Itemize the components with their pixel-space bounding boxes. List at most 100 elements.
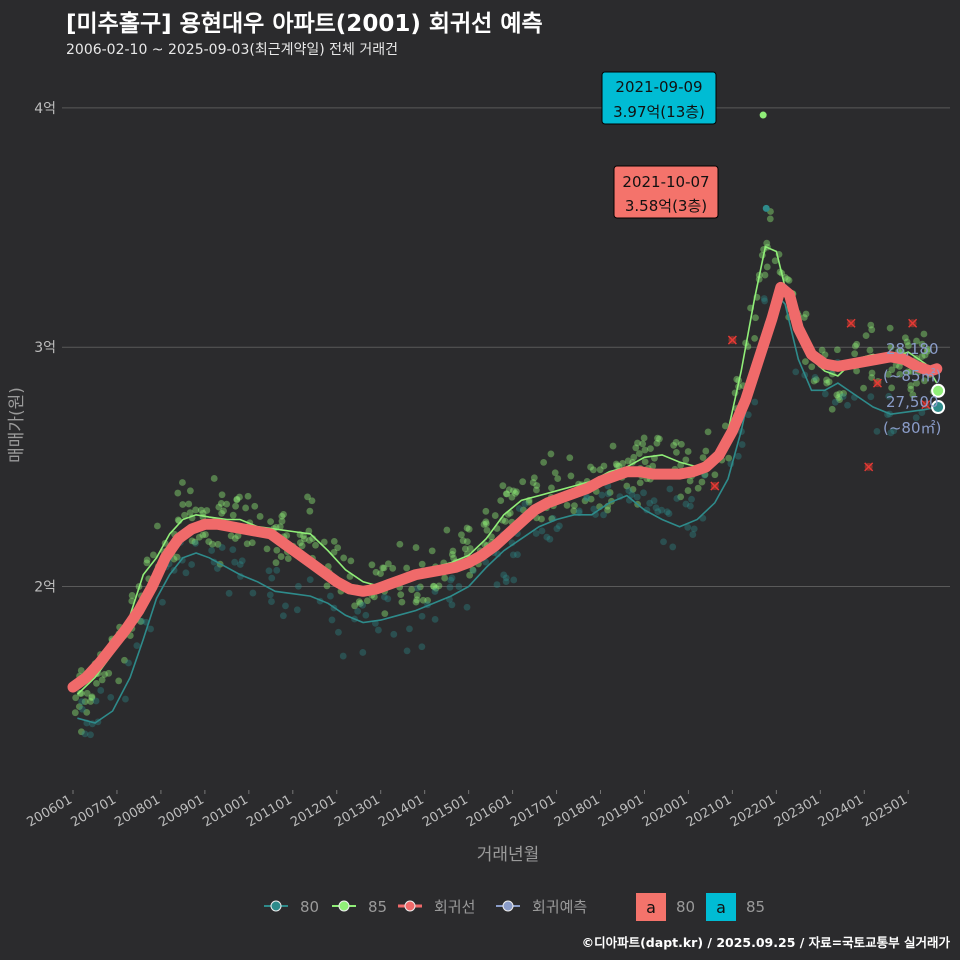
transaction-dot: [88, 693, 96, 701]
cancelled-x-icon: [921, 400, 931, 410]
transaction-dot: [519, 478, 527, 486]
transaction-dot: [482, 520, 490, 528]
transaction-dot: [374, 626, 382, 634]
transaction-dot: [447, 576, 455, 584]
transaction-dot: [923, 347, 931, 355]
transaction-dot: [298, 542, 306, 550]
legend-item-regression: 회귀선: [398, 898, 475, 916]
cancelled-x-icon: [872, 378, 882, 388]
transaction-dot: [384, 595, 392, 603]
transaction-dot: [641, 458, 649, 466]
transaction-dot: [630, 453, 638, 461]
transaction-dot: [596, 466, 604, 474]
transaction-dot: [851, 342, 859, 350]
transaction-dot: [509, 487, 517, 495]
transaction-dot: [771, 257, 779, 265]
transaction-dot: [372, 568, 380, 576]
transaction-dot: [546, 535, 554, 543]
transaction-dot: [306, 536, 313, 544]
max80-price: 3.58억(3층): [625, 197, 707, 215]
transaction-dot: [792, 368, 800, 376]
transaction-dot: [121, 656, 128, 664]
transaction-dot: [448, 601, 456, 609]
transaction-dot: [515, 505, 523, 512]
transaction-dot: [101, 671, 109, 678]
transaction-dot: [543, 533, 551, 541]
transaction-dot: [418, 560, 426, 568]
transaction-dot: [624, 457, 632, 465]
transaction-dot: [699, 454, 707, 461]
transaction-dot: [555, 522, 563, 530]
transaction-dot: [418, 643, 426, 651]
transaction-dot: [330, 537, 338, 545]
legend-item-85: 85: [332, 898, 387, 916]
transaction-dot: [463, 524, 471, 532]
transaction-dot: [83, 689, 91, 697]
transaction-dot: [229, 511, 237, 519]
transaction-dot: [430, 582, 437, 590]
transaction-dot: [886, 324, 894, 332]
transaction-dot: [665, 510, 673, 517]
transaction-dot: [913, 379, 920, 387]
transaction-dot: [458, 531, 465, 539]
transaction-dot: [785, 276, 793, 284]
transaction-dot: [860, 384, 867, 392]
transaction-dot: [218, 509, 226, 517]
transaction-dot: [904, 368, 912, 376]
transaction-dot: [885, 392, 893, 400]
transaction-dot: [530, 474, 538, 482]
transaction-dot: [431, 588, 439, 595]
transaction-dot: [284, 555, 292, 562]
transaction-dot: [480, 521, 488, 528]
transaction-dot: [191, 538, 199, 546]
transaction-dot: [670, 441, 678, 449]
legend-labelbox-80: a 80: [636, 893, 695, 921]
transaction-dot: [823, 376, 830, 384]
transaction-dot: [513, 488, 520, 496]
y-axis: 2억 3억 4억: [34, 101, 56, 596]
transaction-dot: [347, 557, 355, 565]
transaction-dot: [525, 498, 533, 506]
transaction-dot: [463, 538, 471, 546]
transaction-dot: [760, 295, 768, 302]
transaction-dot: [406, 625, 413, 633]
transaction-dot: [639, 440, 647, 448]
transaction-dot: [256, 513, 264, 520]
transaction-dot: [320, 538, 328, 546]
transaction-dot: [612, 460, 620, 468]
transaction-dot: [649, 462, 657, 470]
transaction-dot: [566, 454, 574, 462]
transaction-dot: [351, 602, 359, 610]
transaction-dot: [214, 540, 222, 548]
transaction-dot: [704, 428, 712, 436]
transaction-dot: [379, 564, 387, 572]
transaction-dot: [532, 530, 540, 537]
transaction-dot: [213, 565, 221, 572]
transaction-dot: [867, 321, 875, 329]
transaction-dot: [912, 414, 920, 422]
transaction-dot: [763, 263, 771, 271]
x-tick-label-17: 202301: [772, 792, 822, 830]
max85-price: 3.97억(13층): [613, 103, 705, 121]
transaction-dot: [87, 731, 94, 739]
red-line-dot-icon: [404, 900, 416, 912]
transaction-dot: [509, 551, 517, 559]
transaction-dot: [581, 497, 589, 505]
transaction-dot: [218, 544, 226, 551]
transaction-dot: [208, 547, 216, 554]
transaction-dot: [179, 479, 186, 486]
transaction-dot: [185, 500, 193, 508]
transaction-dot: [192, 506, 200, 514]
transaction-dot: [812, 376, 820, 384]
transaction-dot: [368, 561, 376, 569]
transaction-dot: [278, 512, 286, 520]
transaction-dot: [909, 391, 917, 399]
transaction-dot: [533, 486, 540, 494]
transaction-dot: [186, 487, 194, 495]
transaction-dot: [647, 445, 654, 453]
transaction-dot: [296, 539, 304, 547]
x-tick-label-11: 201701: [508, 792, 558, 830]
teal-line-dot-icon: [270, 900, 282, 912]
transaction-dot: [839, 393, 847, 401]
transaction-dot: [702, 447, 710, 455]
